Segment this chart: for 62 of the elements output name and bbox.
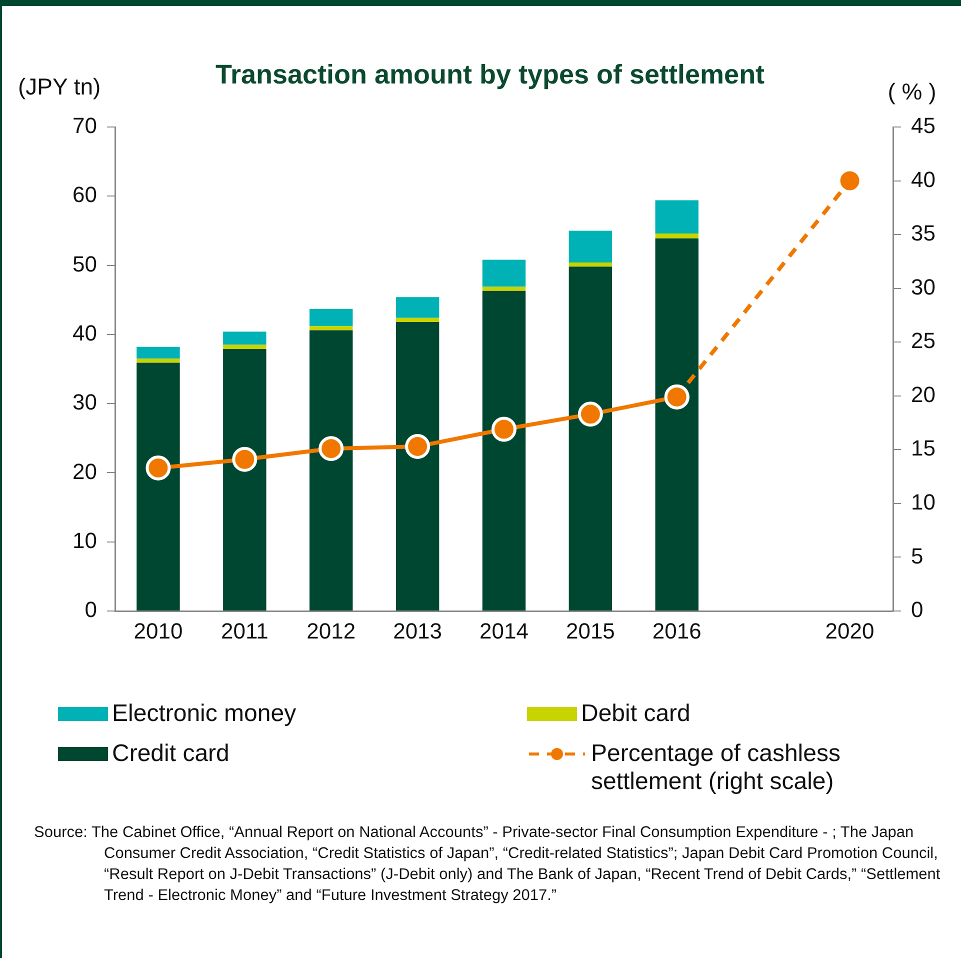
- x-tick-label: 2014: [480, 618, 528, 644]
- bar: [310, 308, 353, 326]
- y-axis-title: (JPY tn): [18, 73, 101, 100]
- point: [232, 446, 258, 472]
- x-tick-label: 2015: [566, 618, 615, 644]
- y2-axis-title: ( % ): [888, 78, 936, 104]
- point: [664, 384, 690, 410]
- y-tick-label: 40: [72, 320, 97, 346]
- y2-tick-label: 25: [911, 328, 936, 354]
- bar: [223, 332, 266, 345]
- bar: [223, 344, 266, 349]
- bar: [310, 326, 353, 330]
- point: [146, 455, 171, 480]
- bar: [223, 348, 266, 610]
- legend-label: Debit card: [581, 700, 690, 728]
- bar: [482, 260, 526, 287]
- bar: [655, 200, 698, 234]
- y-tick-label: 20: [72, 458, 97, 484]
- point: [318, 436, 344, 462]
- y2-tick-label: 5: [911, 543, 924, 568]
- chart-title: Transaction amount by types of settlement: [215, 59, 765, 90]
- legend-label: Electronic money: [112, 700, 296, 728]
- y2-tick-label: 15: [911, 436, 936, 461]
- legend-label: Percentage of cashless settlement (right scale): [591, 740, 842, 796]
- y2-tick-label: 45: [911, 113, 936, 138]
- y2-tick-label: 20: [911, 382, 936, 407]
- x-tick-label: 2012: [306, 618, 356, 644]
- bar: [136, 358, 180, 363]
- bar: [136, 346, 180, 359]
- bar: [655, 238, 698, 610]
- x-tick-label: 2016: [652, 618, 702, 644]
- point: [578, 402, 603, 427]
- y2-tick-label: 10: [911, 490, 936, 515]
- x-tick-label: 2011: [221, 618, 268, 644]
- bar: [396, 322, 440, 610]
- legend-label: Credit card: [112, 740, 230, 768]
- y2-tick-label: 35: [911, 220, 936, 246]
- y-tick-label: 0: [84, 597, 97, 622]
- bar: [310, 330, 353, 610]
- y2-tick-label: 30: [911, 274, 936, 300]
- point: [492, 416, 516, 442]
- bar: [655, 233, 698, 238]
- bar: [482, 286, 526, 291]
- source-note: Source: The Cabinet Office, “Annual Report on National Accounts” - Private-sector Final Consumption Expenditure - ; The Japan Consumer Credit Association, “Credit Statistics of Japan”, “Credit-related Statistics”; Japan Debit Card Promotion Council, “Result Report on J-Debit Transactions” (J-Debit only) and The Bank of Japan, “Recent Trend of Debit Cards,” “Settlement Trend - Electronic Money” and “Future Investment Strategy 2017.”: [34, 823, 942, 906]
- y2-tick-label: 40: [911, 166, 936, 192]
- x-tick-label: 2010: [134, 618, 183, 644]
- y-tick-label: 50: [72, 251, 97, 276]
- bar: [568, 266, 612, 610]
- bar: [568, 262, 612, 267]
- y2-tick-label: 0: [911, 597, 924, 622]
- y-tick-label: 60: [72, 182, 97, 208]
- bar: [396, 297, 440, 318]
- x-tick-label: 2013: [393, 618, 442, 644]
- x-tick-label: 2020: [825, 618, 874, 644]
- bar: [396, 318, 440, 322]
- y-tick-label: 30: [72, 390, 97, 415]
- bar: [136, 362, 180, 610]
- point: [405, 434, 430, 459]
- y-tick-label: 70: [72, 113, 97, 138]
- y-tick-label: 10: [72, 528, 97, 553]
- bar: [568, 230, 612, 263]
- bar: [482, 290, 526, 610]
